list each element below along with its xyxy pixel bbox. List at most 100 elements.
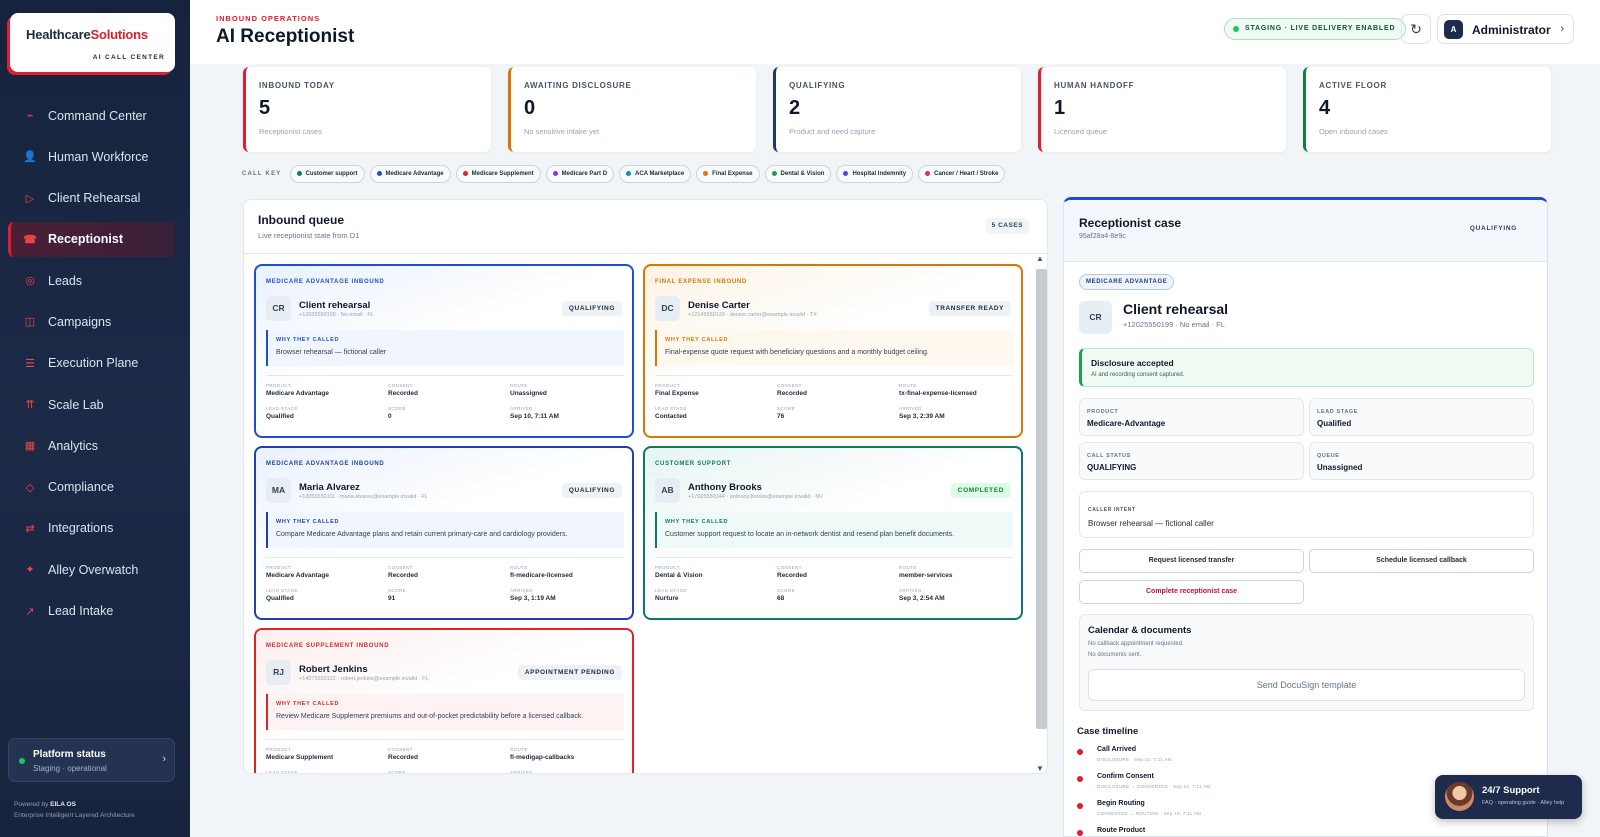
timeline-event: Begin Routing [1097,800,1145,807]
sidebar-item-label: Campaigns [48,314,112,329]
sidebar-item-scale-lab[interactable]: ⇈ Scale Lab [8,387,174,422]
call-key-pill[interactable]: Medicare Advantage [369,165,451,183]
call-key-pill[interactable]: Customer support [289,165,365,183]
case-card[interactable]: MEDICARE ADVANTAGE INBOUND CR Client rehea… [254,264,634,438]
field-value-consent: Recorded [777,572,807,579]
documents-status: No documents sent. [1088,652,1142,658]
case-status: QUALIFYING [1469,225,1517,232]
case-card[interactable]: CUSTOMER SUPPORT AB Anthony Brooks +1702555… [643,446,1023,620]
sidebar-item-label: Human Workforce [48,149,149,164]
receptionist-case-panel: Receptionist case 95af28a4-8e9c QUALIFYI… [1063,197,1548,837]
play-icon: ▷ [25,192,35,205]
field-value-route: fl-medigap-callbacks [510,754,575,761]
case-card[interactable]: FINAL EXPENSE INBOUND DC Denise Carter +121… [643,264,1023,438]
queue-count-badge: 5 CASES [985,218,1029,234]
platform-status-subtitle: Staging · operational [33,764,107,773]
card-category: CUSTOMER SUPPORT [655,461,732,467]
card-caller-name: Denise Carter [688,300,750,311]
call-key-pill[interactable]: Medicare Part D [545,165,615,183]
schedule-callback-button[interactable]: Schedule licensed callback [1309,549,1534,573]
calendar-documents: Calendar & documents No callback appoint… [1079,614,1534,711]
field-value-arrived: Sep 10, 7:11 AM [510,413,559,420]
scroll-down-icon[interactable]: ▼ [1036,764,1044,773]
sidebar-item-execution-plane[interactable]: ☰ Execution Plane [8,346,174,381]
stat-value: 2 [789,97,801,119]
divider [244,253,1047,254]
request-transfer-button[interactable]: Request licensed transfer [1079,549,1304,573]
card-why-called: WHY THEY CALLED Review Medicare Supplemen… [266,694,624,730]
sidebar-item-human-workforce[interactable]: 👤 Human Workforce [8,139,174,174]
stat-card: AWAITING DISCLOSURE 0 No sensitive intake … [508,67,756,152]
user-name: Administrator [1472,23,1551,37]
complete-case-button[interactable]: Complete receptionist case [1079,580,1304,604]
refresh-button[interactable]: ↻ [1401,14,1431,44]
product-pill: MEDICARE ADVANTAGE [1079,274,1175,290]
field-value: Medicare-Advantage [1087,419,1166,428]
user-menu-button[interactable]: A Administrator › [1437,14,1574,44]
timeline-dot-icon [1077,830,1083,836]
disclosure-title: Disclosure accepted [1091,358,1174,368]
call-key-pill[interactable]: Final Expense [696,165,760,183]
sidebar: HealthcareSolutions AI CALL CENTER ⌁ Comm… [0,0,190,837]
card-contact: +17025550144 · anthony.brooks@example.in… [688,494,823,500]
divider [655,557,1013,558]
why-label: WHY THEY CALLED [276,337,340,343]
call-key-pill[interactable]: ACA Marketplace [619,165,692,183]
field-value-consent: Recorded [388,572,418,579]
support-widget[interactable]: 24/7 Support FAQ · operating guide · All… [1435,775,1582,819]
platform-status[interactable]: Platform status Staging · operational › [8,738,175,782]
queue-title: Inbound queue [258,213,344,227]
timeline-dot-icon [1077,749,1083,755]
sidebar-item-integrations[interactable]: ⇄ Integrations [8,511,174,546]
sidebar-item-receptionist[interactable]: ☎ Receptionist [8,221,174,257]
field-label: ROUTE [510,747,528,752]
card-category: MEDICARE ADVANTAGE INBOUND [266,461,385,467]
divider [655,375,1013,376]
sidebar-item-analytics[interactable]: ▦ Analytics [8,428,174,463]
why-text: Compare Medicare Advantage plans and ret… [276,531,568,538]
field-value-product: Final Expense [655,390,699,397]
card-avatar: DC [655,296,680,321]
sidebar-item-command-center[interactable]: ⌁ Command Center [8,98,174,133]
swap-icon: ⇄ [25,522,35,535]
sidebar-item-alley-overwatch[interactable]: ✦ Alley Overwatch [8,552,174,587]
card-contact: +13055550111 · maria.alvarez@example.inv… [299,494,428,500]
case-title: Receptionist case [1079,216,1182,230]
sidebar-item-label: Alley Overwatch [48,562,139,577]
sidebar-item-campaigns[interactable]: ◫ Campaigns [8,304,174,339]
card-caller-name: Maria Alvarez [299,482,360,493]
field-label: LEAD STAGE [655,588,687,593]
stat-card: INBOUND TODAY 5 Receptionist cases [243,67,491,152]
sidebar-item-lead-intake[interactable]: ↗ Lead Intake [8,594,174,629]
call-key-pill[interactable]: Medicare Supplement [455,165,541,183]
card-category: FINAL EXPENSE INBOUND [655,279,747,285]
brand-logo[interactable]: HealthcareSolutions AI CALL CENTER [10,13,175,72]
card-why-called: WHY THEY CALLED Compare Medicare Advantag… [266,512,624,548]
queue-scrollbar[interactable]: ▲ ▼ [1034,253,1047,773]
sidebar-item-client-rehearsal[interactable]: ▷ Client Rehearsal [8,181,174,216]
case-card[interactable]: MEDICARE SUPPLEMENT INBOUND RJ Robert Jenk… [254,628,634,773]
pulse-icon: ⌁ [26,110,34,122]
sidebar-item-compliance[interactable]: ◇ Compliance [8,470,174,505]
field-label: CONSENT [388,747,413,752]
scroll-up-icon[interactable]: ▲ [1036,254,1044,263]
chevron-right-icon: › [162,753,166,765]
caller-intent-label: CALLER INTENT [1088,507,1136,513]
environment-badge: STAGING · LIVE DELIVERY ENABLED [1224,18,1407,40]
field-label: ROUTE [510,383,528,388]
phone-icon: ☎ [23,233,37,246]
scrollbar-thumb[interactable] [1036,269,1047,729]
call-key-pill[interactable]: Dental & Vision [764,165,832,183]
field-value-consent: Recorded [777,390,807,397]
field-label: ROUTE [899,565,917,570]
sidebar-item-leads[interactable]: ◎ Leads [8,263,174,298]
field-label: SCORE [777,588,796,593]
disclosure-notice: Disclosure accepted AI and recording con… [1079,348,1534,387]
sidebar-item-label: Receptionist [48,232,124,247]
call-key-pill[interactable]: Cancer / Heart / Stroke [918,165,1006,183]
send-docusign-button[interactable]: Send DocuSign template [1088,669,1525,701]
call-key-pill[interactable]: Hospital Indemnity [836,165,914,183]
queue-field: QUEUE Unassigned [1309,442,1534,480]
case-card[interactable]: MEDICARE ADVANTAGE INBOUND MA Maria Alvare… [254,446,634,620]
calendar-title: Calendar & documents [1088,625,1192,636]
